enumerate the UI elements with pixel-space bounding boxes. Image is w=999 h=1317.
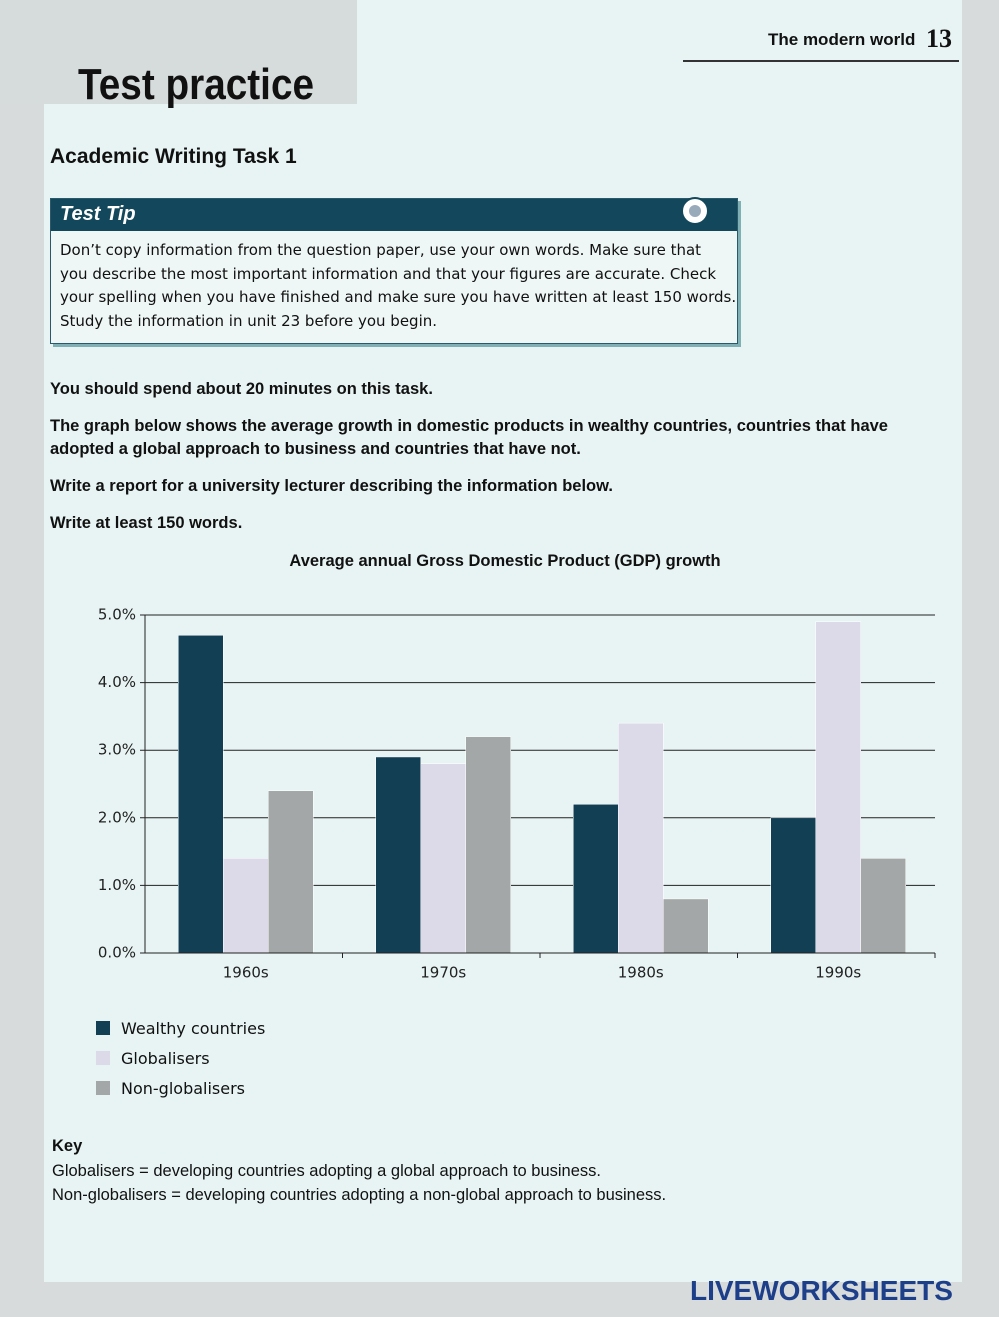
bar (465, 736, 511, 954)
legend-item: Globalisers (96, 1043, 265, 1073)
instruction: Write at least 150 words. (50, 514, 243, 532)
bar (178, 635, 224, 954)
chart: 0.0% 1.0% 2.0% 3.0% 4.0% 5.0% 1960s 1970s 1980s 1… (98, 606, 936, 982)
legend-swatch (96, 1051, 110, 1065)
x-tick-label: 1960s (223, 964, 269, 982)
tip-line: Don’t copy information from the question… (60, 241, 702, 259)
tip-line: your spelling when you have finished and… (60, 288, 737, 306)
key-text: Globalisers = developing countries adopt… (52, 1160, 666, 1207)
legend-label: Non-globalisers (121, 1078, 246, 1098)
bar (815, 621, 861, 954)
bar (573, 804, 619, 954)
chart-title: Average annual Gross Domestic Product (G… (289, 552, 721, 570)
instruction: The graph below shows the average growth… (50, 417, 888, 458)
tip-heading: Test Tip (60, 203, 136, 225)
bar (770, 817, 816, 954)
bar (420, 763, 466, 954)
footer-logo: LIVEWORKSHEETS (690, 1275, 953, 1306)
page-number: 13 (926, 24, 952, 53)
legend-label: Wealthy countries (121, 1018, 266, 1038)
x-tick-label: 1970s (420, 964, 466, 982)
legend-item: Non-globalisers (96, 1073, 265, 1103)
header-section: The modern world (768, 30, 916, 49)
tip-line: you describe the most important informat… (60, 264, 717, 283)
bar (375, 756, 421, 954)
bar (223, 858, 269, 954)
x-tick-label: 1980s (618, 964, 664, 982)
legend-item: Wealthy countries (96, 1013, 265, 1043)
bar (268, 790, 314, 954)
key-heading: Key (52, 1137, 83, 1155)
y-tick-label: 0.0% (98, 944, 136, 962)
y-tick-label: 4.0% (98, 673, 136, 691)
bar (860, 858, 906, 954)
tip-text: Don’t copy information from the question… (60, 239, 736, 333)
bar (618, 722, 664, 954)
legend-swatch (96, 1081, 110, 1095)
tip-box: Test Tip Don’t copy information from the… (50, 197, 738, 344)
header-rule (683, 60, 959, 62)
subtitle: Academic Writing Task 1 (50, 145, 297, 168)
tip-header (51, 199, 737, 231)
legend-swatch (96, 1021, 110, 1035)
instructions: You should spend about 20 minutes on thi… (50, 378, 950, 549)
tip-line: Study the information in unit 23 before … (60, 311, 438, 330)
y-tick-label: 1.0% (98, 876, 136, 894)
title-block (0, 0, 357, 104)
y-tick-label: 2.0% (98, 808, 136, 826)
key-line: Globalisers = developing countries adopt… (52, 1162, 601, 1180)
key-line: Non-globalisers = developing countries a… (52, 1185, 667, 1204)
instruction: Write a report for a university lecturer… (50, 477, 613, 495)
page-title: Test practice (78, 60, 315, 109)
bar (663, 898, 709, 954)
legend-label: Globalisers (121, 1048, 210, 1068)
x-tick-label: 1990s (815, 964, 861, 982)
y-tick-label: 5.0% (98, 606, 136, 624)
tip-icon (681, 197, 709, 225)
y-tick-label: 3.0% (98, 741, 136, 759)
instruction: You should spend about 20 minutes on thi… (50, 380, 433, 398)
legend: Wealthy countries Globalisers Non-globalis… (96, 1013, 265, 1103)
